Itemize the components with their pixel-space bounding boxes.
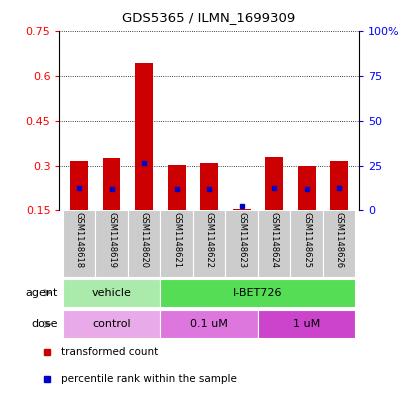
Bar	[265, 157, 283, 210]
Text: GSM1148626: GSM1148626	[334, 211, 343, 268]
Text: GSM1148622: GSM1148622	[204, 211, 213, 268]
Text: control: control	[92, 319, 130, 329]
Bar	[63, 279, 160, 307]
Text: 1 uM: 1 uM	[292, 319, 319, 329]
Text: GDS5365 / ILMN_1699309: GDS5365 / ILMN_1699309	[122, 11, 295, 24]
Text: transformed count: transformed count	[61, 347, 158, 356]
Bar	[232, 209, 250, 210]
Text: GSM1148621: GSM1148621	[172, 211, 181, 268]
Bar	[160, 210, 192, 277]
Text: I-BET726: I-BET726	[233, 288, 282, 298]
Bar	[192, 210, 225, 277]
Text: agent: agent	[25, 288, 57, 298]
Text: GSM1148620: GSM1148620	[139, 211, 148, 268]
Bar	[63, 210, 95, 277]
Text: percentile rank within the sample: percentile rank within the sample	[61, 374, 237, 384]
Bar	[160, 310, 257, 338]
Text: GSM1148618: GSM1148618	[74, 211, 83, 268]
Bar	[95, 210, 128, 277]
Bar	[102, 158, 120, 210]
Text: GSM1148623: GSM1148623	[236, 211, 245, 268]
Bar	[297, 165, 315, 210]
Bar	[160, 279, 355, 307]
Bar	[225, 210, 257, 277]
Bar	[200, 163, 218, 210]
Text: dose: dose	[31, 319, 57, 329]
Bar	[257, 310, 355, 338]
Bar	[322, 210, 355, 277]
Text: GSM1148625: GSM1148625	[301, 211, 310, 268]
Bar	[128, 210, 160, 277]
Bar	[290, 210, 322, 277]
Bar	[135, 63, 153, 210]
Bar	[70, 161, 88, 210]
Text: GSM1148624: GSM1148624	[269, 211, 278, 268]
Bar	[330, 161, 347, 210]
Bar	[257, 210, 290, 277]
Text: vehicle: vehicle	[91, 288, 131, 298]
Bar	[63, 310, 160, 338]
Text: GSM1148619: GSM1148619	[107, 211, 116, 268]
Bar	[167, 165, 185, 210]
Text: 0.1 uM: 0.1 uM	[190, 319, 227, 329]
